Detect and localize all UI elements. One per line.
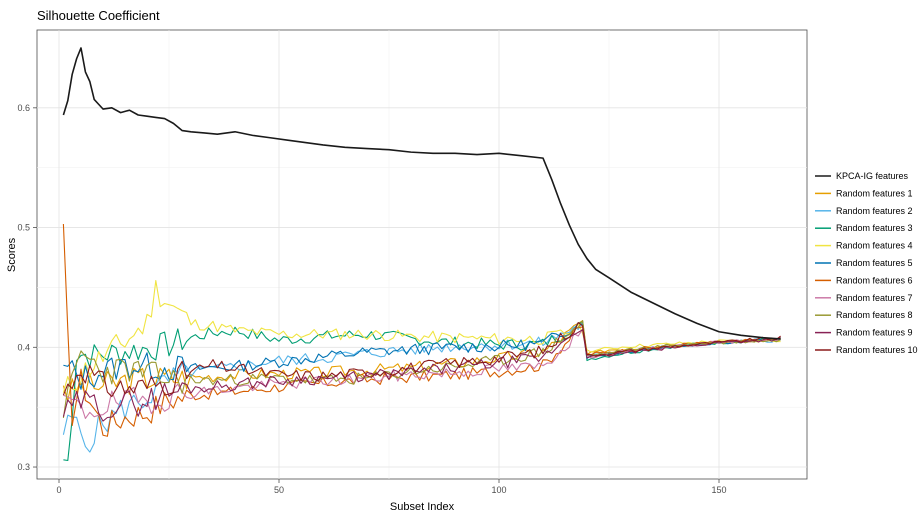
- legend-label: Random features 10: [836, 345, 918, 355]
- y-axis-ticks: 0.3 0.4 0.5 0.6: [17, 103, 37, 472]
- legend-label: Random features 1: [836, 188, 913, 198]
- legend-label: Random features 7: [836, 293, 913, 303]
- grid-lines: [37, 30, 807, 479]
- x-tick-label: 100: [491, 485, 506, 495]
- series-line: [62, 329, 781, 422]
- y-tick-label: 0.3: [17, 462, 30, 472]
- legend-label: Random features 8: [836, 310, 913, 320]
- plot-panel: [36, 29, 808, 480]
- legend-label: Random features 5: [836, 258, 913, 268]
- x-tick-label: 150: [711, 485, 726, 495]
- y-axis-title: Scores: [6, 237, 18, 272]
- series-line: [62, 47, 781, 340]
- y-tick-label: 0.5: [17, 223, 30, 233]
- legend-label: Random features 9: [836, 328, 913, 338]
- legend-label: KPCA-IG features: [836, 171, 909, 181]
- series-line: [62, 322, 781, 398]
- legend-label: Random features 2: [836, 206, 913, 216]
- x-axis-ticks: 0 50 100 150: [56, 479, 727, 495]
- legend-label: Random features 4: [836, 241, 913, 251]
- series-lines: [62, 47, 781, 462]
- x-axis-title: Subset Index: [390, 501, 455, 513]
- legend-label: Random features 3: [836, 223, 913, 233]
- series-line: [63, 328, 781, 419]
- series-line: [63, 322, 781, 390]
- legend-label: Random features 6: [836, 275, 913, 285]
- y-tick-label: 0.6: [17, 103, 30, 113]
- legend: KPCA-IG features Random features 1 Random …: [815, 171, 918, 355]
- series-line: [62, 280, 781, 393]
- x-tick-label: 50: [274, 485, 284, 495]
- chart-title: Silhouette Coefficient: [37, 8, 160, 23]
- y-tick-label: 0.4: [17, 342, 30, 352]
- x-tick-label: 0: [56, 485, 61, 495]
